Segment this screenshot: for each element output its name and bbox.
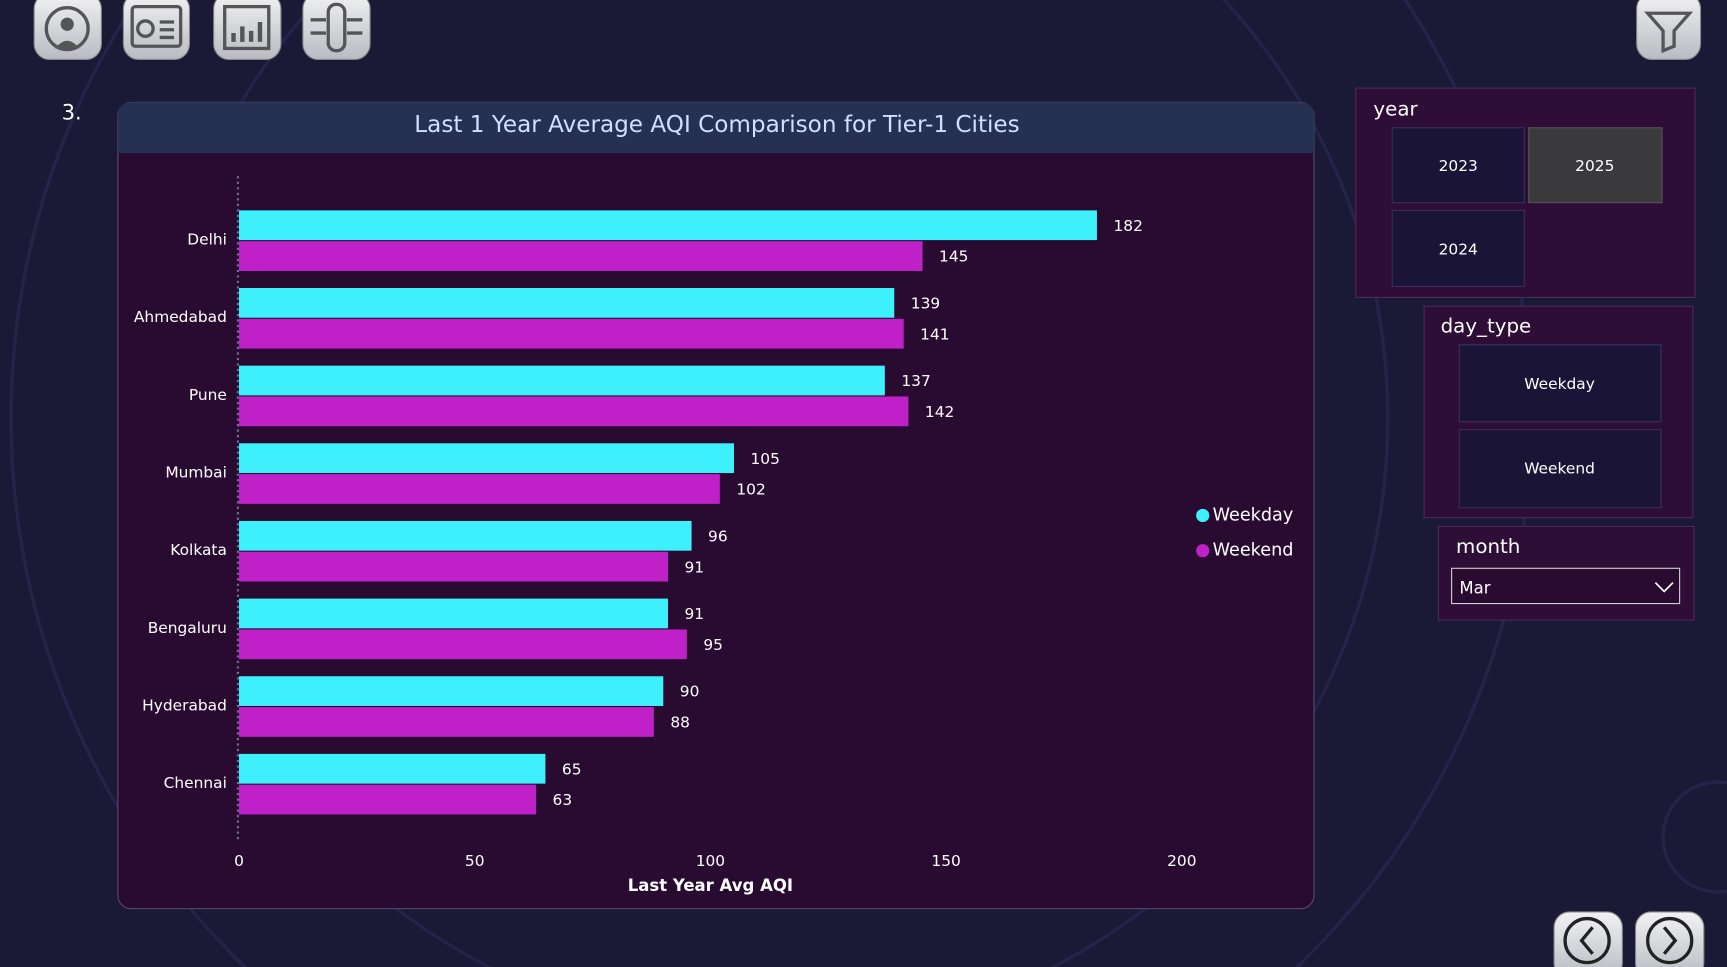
slicer-option[interactable]: Weekend	[1458, 428, 1662, 509]
back-button[interactable]	[1553, 911, 1623, 967]
y-tick-label: Chennai	[164, 774, 227, 792]
slicer-option[interactable]: 2024	[1391, 209, 1525, 287]
bar	[239, 443, 734, 474]
nav-icons	[33, 0, 1705, 967]
data-label: 91	[685, 558, 705, 576]
y-tick-label: Delhi	[187, 231, 227, 249]
month-dropdown[interactable]: Mar	[1451, 567, 1681, 605]
x-tick-label: 150	[931, 852, 960, 870]
data-label: 96	[708, 527, 728, 545]
bar	[239, 551, 668, 582]
option-label: Weekend	[1524, 460, 1595, 478]
day-type-slicer: day_type Weekday Weekend	[1423, 305, 1694, 519]
bar	[239, 288, 895, 318]
bar	[239, 365, 885, 396]
data-label: 88	[670, 714, 690, 732]
x-tick-label: 100	[696, 852, 725, 870]
data-label: 91	[685, 605, 705, 623]
slicer-option[interactable]: 2023	[1391, 127, 1525, 204]
next-button[interactable]	[1635, 911, 1705, 967]
data-label: 65	[562, 760, 582, 778]
x-axis-title: Last Year Avg AQI	[628, 876, 793, 895]
data-label: 102	[736, 481, 765, 499]
slicer-option[interactable]: 2025	[1528, 127, 1663, 204]
nav-button[interactable]	[33, 0, 102, 61]
x-tick-label: 0	[234, 852, 244, 870]
bar	[239, 629, 687, 660]
bar	[239, 598, 668, 629]
bar	[239, 753, 546, 784]
data-label: 142	[925, 403, 954, 421]
legend-label: Weekday	[1213, 505, 1294, 525]
data-label: 145	[939, 248, 968, 266]
y-tick-label: Pune	[189, 386, 227, 404]
x-tick-label: 50	[465, 852, 485, 870]
option-label: Weekday	[1524, 375, 1595, 393]
nav-button[interactable]	[302, 0, 371, 61]
bar	[239, 396, 909, 427]
bar	[239, 520, 692, 551]
plot: 0 50 100 150 200 Delhi 182 145 Ahmedabad 139 141 Pu…	[134, 210, 1294, 870]
bar	[239, 210, 1097, 241]
data-label: 105	[750, 450, 779, 468]
data-label: 141	[920, 325, 949, 343]
dropdown-value: Mar	[1459, 579, 1490, 598]
y-tick-label: Ahmedabad	[134, 308, 227, 326]
legend-marker	[1196, 508, 1210, 523]
y-tick-label: Hyderabad	[142, 696, 227, 714]
year-slicer: year 2023 2025 2024	[1355, 87, 1696, 298]
slicer-option[interactable]: Weekday	[1458, 344, 1662, 423]
bar	[239, 318, 904, 349]
bar	[239, 676, 664, 706]
bar	[239, 707, 654, 737]
option-label: 2024	[1439, 241, 1478, 259]
month-slicer: month Mar	[1437, 525, 1695, 621]
legend-label: Weekend	[1213, 541, 1294, 561]
data-label: 90	[680, 683, 700, 701]
data-label: 63	[553, 791, 573, 809]
y-tick-label: Mumbai	[165, 464, 227, 482]
data-label: 139	[911, 294, 940, 312]
chart-title: Last 1 Year Average AQI Comparison for T…	[414, 112, 1019, 138]
slicer-title: month	[1456, 535, 1520, 558]
legend-marker	[1196, 544, 1210, 558]
option-label: 2025	[1575, 157, 1614, 175]
filter-button[interactable]	[1636, 0, 1702, 61]
data-label: 95	[703, 636, 723, 654]
y-tick-label: Bengaluru	[148, 619, 227, 637]
page-number: 3.	[62, 100, 82, 124]
bar	[239, 784, 536, 815]
slicer-title: day_type	[1441, 315, 1532, 338]
data-label: 137	[901, 372, 930, 390]
bar	[239, 474, 720, 504]
bar	[239, 241, 923, 271]
slicer-title: year	[1373, 98, 1418, 121]
y-tick-label: Kolkata	[170, 541, 227, 559]
data-label: 182	[1113, 217, 1142, 235]
nav-button[interactable]	[122, 0, 191, 61]
x-tick-label: 200	[1167, 852, 1196, 870]
nav-button[interactable]	[213, 0, 282, 61]
option-label: 2023	[1439, 157, 1478, 175]
